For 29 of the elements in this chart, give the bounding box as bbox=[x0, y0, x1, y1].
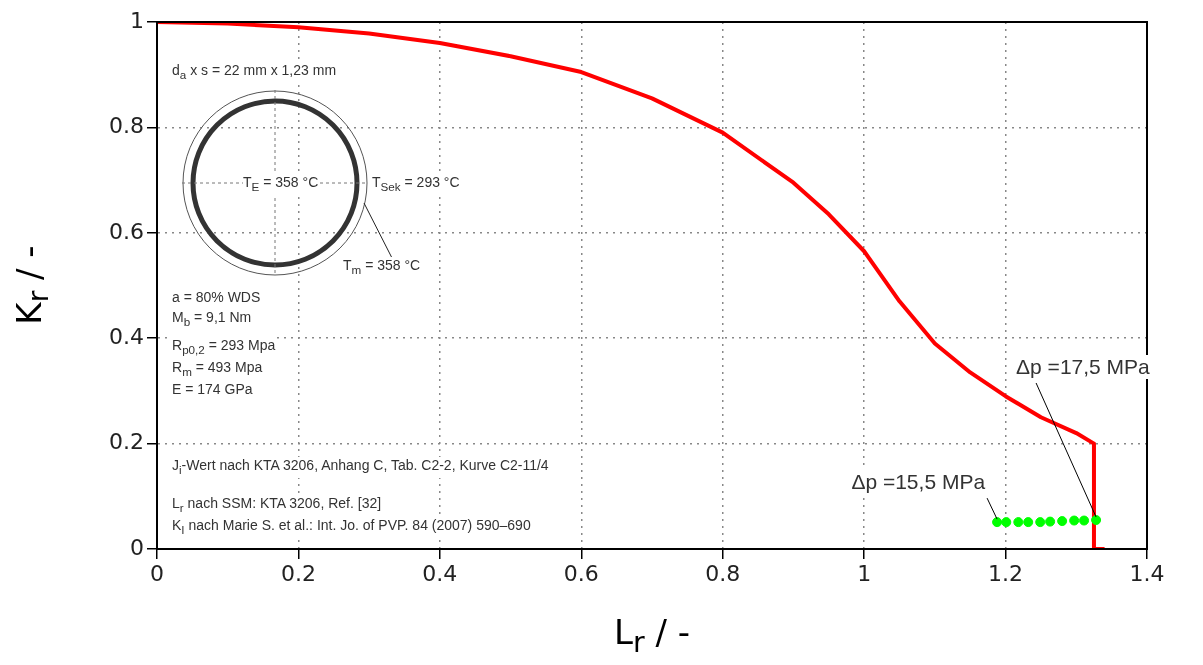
y-tick-label: 0.4 bbox=[109, 323, 144, 349]
x-tick-label: 0.8 bbox=[705, 560, 741, 586]
annotation: a = 80% WDS bbox=[172, 289, 261, 305]
annotation: T$_{Sek}$ = 293 °C bbox=[372, 174, 460, 195]
x-tick-label: 0.2 bbox=[280, 560, 316, 586]
annotation: M$_{b}$ = 9,1 Nm bbox=[172, 309, 252, 330]
x-tick-label: 1.4 bbox=[1129, 560, 1165, 586]
annotation: Δp =15,5 MPa bbox=[851, 470, 986, 495]
annotation: L$_{r}$ nach SSM: KTA 3206, Ref. [32] bbox=[172, 495, 382, 516]
annotation: R$_{p0,2}$ = 293 Mpa bbox=[172, 337, 276, 358]
y-tick-label: 0.2 bbox=[109, 429, 144, 455]
annotation: J$_{i}$-Wert nach KTA 3206, Anhang C, Tab. C2-2, Kurve C2-11/4 bbox=[172, 457, 549, 478]
y-tick-label: 1 bbox=[130, 7, 144, 33]
x-tick-label: 0.4 bbox=[422, 560, 458, 586]
x-tick-label: 1 bbox=[857, 560, 872, 586]
y-tick-label: 0.6 bbox=[109, 218, 144, 244]
annotation: E = 174 GPa bbox=[172, 381, 253, 397]
x-axis-title: L$_{r}$ / - bbox=[614, 612, 690, 659]
annotation: Δp =17,5 MPa bbox=[1016, 355, 1150, 379]
y-tick-label: 0 bbox=[130, 534, 144, 560]
annotation: d$_{a}$ x s = 22 mm x 1,23 mm bbox=[172, 62, 337, 83]
y-tick-label: 0.8 bbox=[109, 113, 144, 139]
annotation: K$_{I}$ nach Marie S. et al.: Int. Jo. of PVP. 84 (2007) 590–690 bbox=[172, 517, 531, 538]
x-tick-label: 0.6 bbox=[563, 560, 599, 586]
annotation: T$_{m}$ = 358 °C bbox=[343, 257, 421, 278]
annotation: R$_{m}$ = 493 Mpa bbox=[172, 359, 263, 380]
x-tick-label: 1.2 bbox=[988, 560, 1024, 586]
x-tick-label: 0 bbox=[150, 560, 164, 586]
annotation: T$_{E}$ = 358 °C bbox=[243, 174, 319, 195]
